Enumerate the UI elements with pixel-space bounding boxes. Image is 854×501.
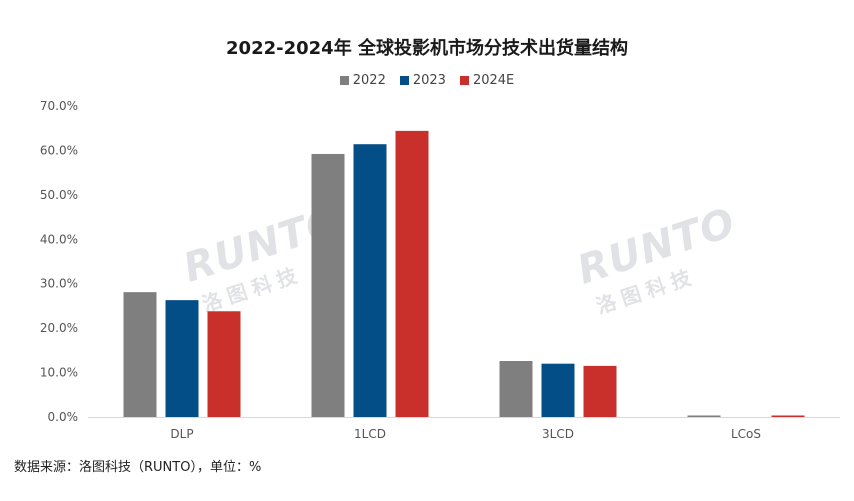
legend-item-2023: 2023	[399, 73, 446, 88]
bar-2022-dlp	[123, 292, 157, 417]
legend-label: 2024E	[472, 73, 515, 88]
legend-label: 2023	[412, 73, 446, 88]
legend: 2022 2023 2024E	[0, 73, 854, 88]
legend-item-2022: 2022	[339, 73, 386, 88]
bar-2022-3lcd	[499, 361, 533, 417]
y-tick-label: 70.0%	[40, 99, 78, 113]
y-tick-label: 30.0%	[40, 277, 78, 291]
bar-2023-3lcd	[541, 363, 575, 417]
y-tick-label: 50.0%	[40, 188, 78, 202]
source-note: 数据来源：洛图科技（RUNTO），单位：%	[14, 460, 262, 475]
bar-2022-lcos	[687, 415, 721, 417]
x-tick-label: DLP	[170, 427, 193, 441]
y-tick-label: 10.0%	[40, 366, 78, 380]
legend-swatch	[339, 76, 349, 85]
bar-2024e-dlp	[207, 311, 241, 417]
legend-label: 2022	[352, 73, 386, 88]
legend-item-2024e: 2024E	[459, 73, 515, 88]
y-tick-label: 40.0%	[40, 232, 78, 246]
y-tick-label: 20.0%	[40, 321, 78, 335]
x-tick-label: 3LCD	[542, 427, 574, 441]
legend-swatch	[399, 76, 409, 85]
legend-swatch	[459, 76, 469, 85]
bar-2024e-1lcd	[395, 130, 429, 417]
bar-2024e-lcos	[771, 415, 805, 417]
bar-2023-dlp	[165, 300, 199, 417]
bar-2023-1lcd	[353, 144, 387, 418]
bar-2024e-3lcd	[583, 365, 617, 417]
x-tick-label: 1LCD	[354, 427, 386, 441]
bar-2022-1lcd	[311, 153, 345, 418]
y-tick-label: 60.0%	[40, 143, 78, 157]
chart-title: 2022-2024年 全球投影机市场分技术出货量结构	[226, 38, 628, 59]
y-tick-label: 0.0%	[48, 410, 79, 424]
x-tick-label: LCoS	[731, 427, 761, 441]
